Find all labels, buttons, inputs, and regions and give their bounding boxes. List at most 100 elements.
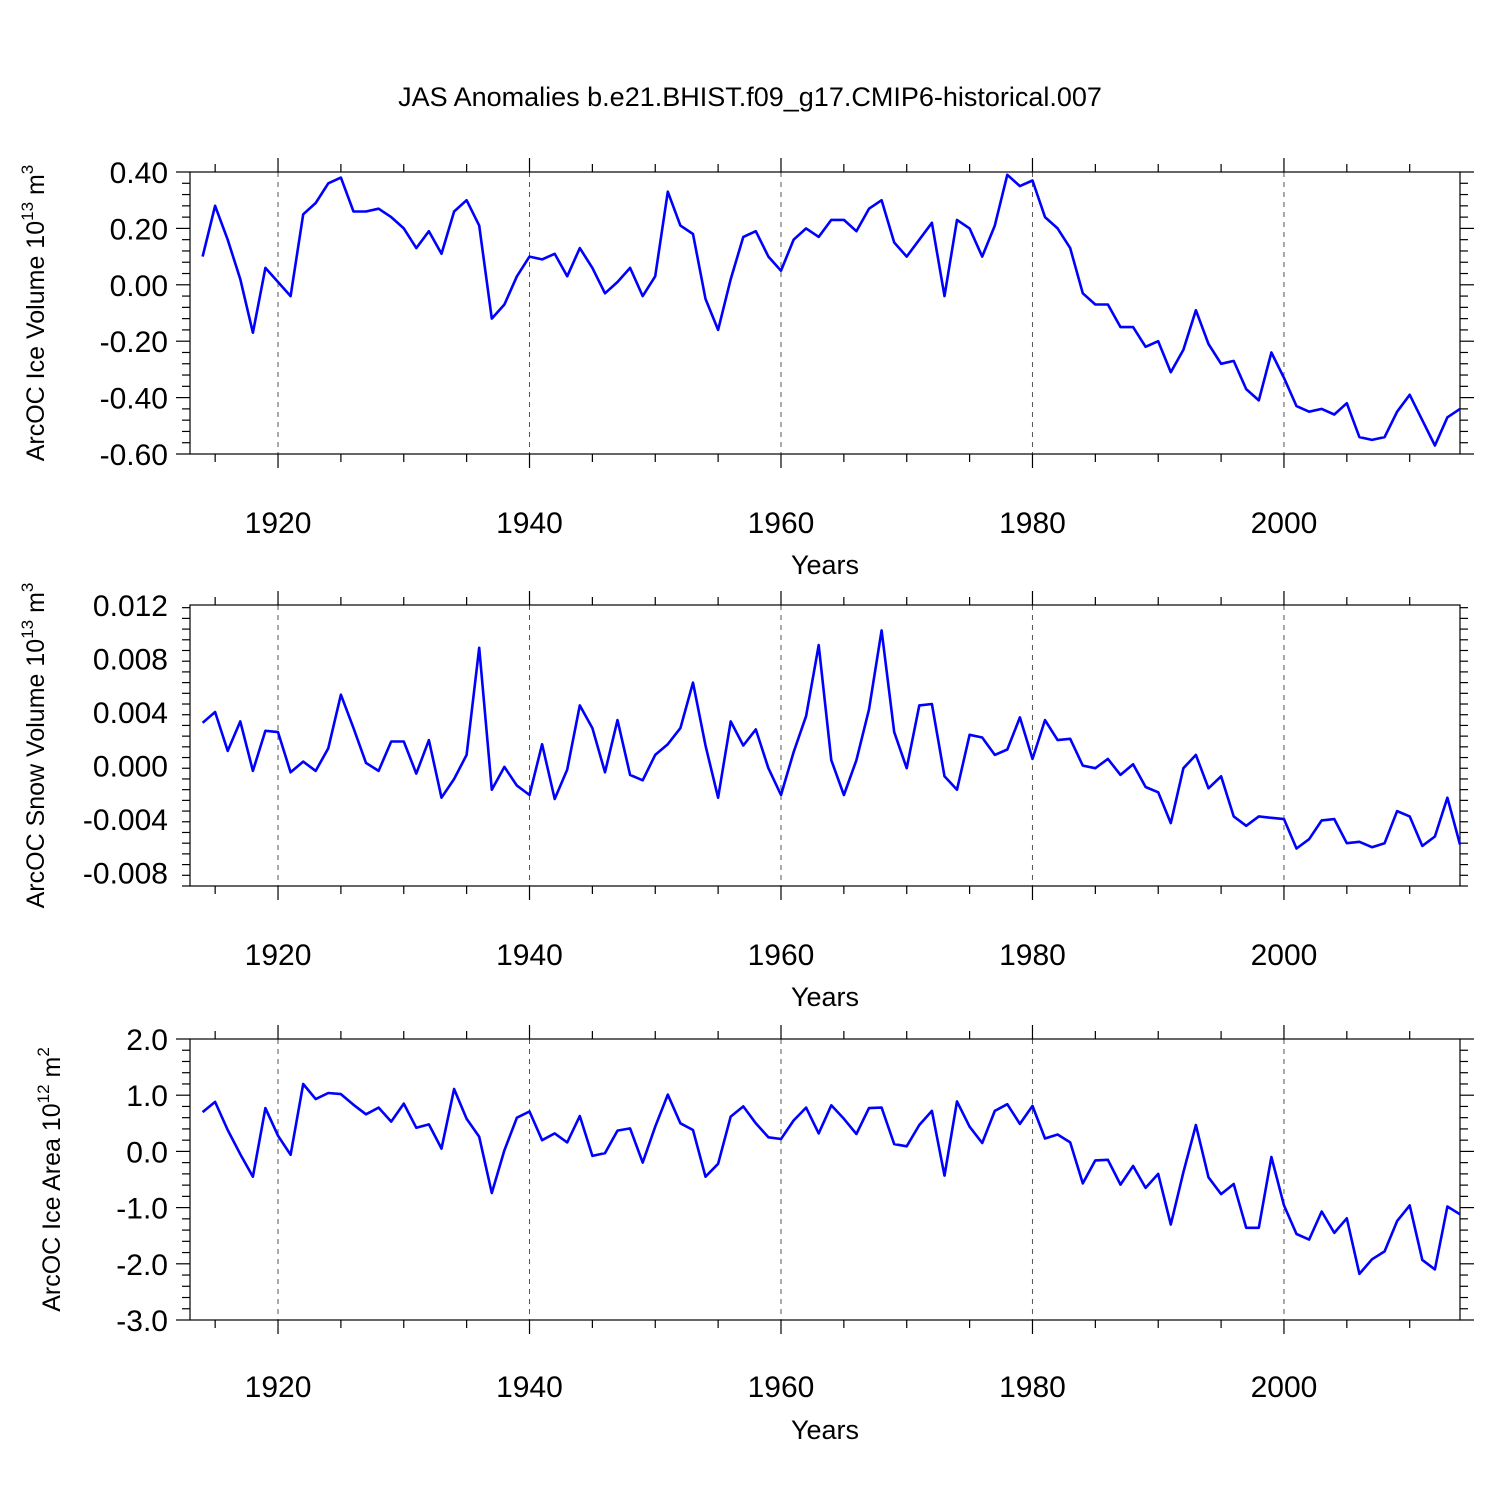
data-point (491, 317, 493, 319)
data-point (1409, 394, 1411, 396)
data-point (1006, 748, 1008, 750)
series-line (201, 1082, 1461, 1276)
data-point (1409, 1204, 1411, 1206)
data-point (491, 1192, 493, 1194)
data-point (566, 768, 568, 770)
data-point (780, 794, 782, 796)
x-tick-label: 1920 (245, 1371, 312, 1404)
data-point (1170, 371, 1172, 373)
data-point (755, 728, 757, 730)
data-point (591, 727, 593, 729)
chart-title: JAS Anomalies b.e21.BHIST.f09_g17.CMIP6-… (398, 82, 1102, 112)
data-point (1031, 758, 1033, 760)
data-point (264, 730, 266, 732)
data-point (1006, 174, 1008, 176)
data-point (968, 1125, 970, 1127)
data-point (1044, 216, 1046, 218)
data-point (1371, 846, 1373, 848)
data-point (868, 207, 870, 209)
data-point (1157, 791, 1159, 793)
data-point (528, 1110, 530, 1112)
data-point (478, 224, 480, 226)
data-point (528, 794, 530, 796)
data-point (1459, 1213, 1461, 1215)
data-point (893, 241, 895, 243)
data-point (289, 295, 291, 297)
data-point (315, 770, 317, 772)
data-point (981, 255, 983, 257)
data-point (428, 1123, 430, 1125)
data-point (1245, 825, 1247, 827)
data-point (641, 295, 643, 297)
data-point (1245, 388, 1247, 390)
data-point (629, 774, 631, 776)
data-point (717, 1163, 719, 1165)
data-point (1182, 1171, 1184, 1173)
data-point (327, 747, 329, 749)
data-point (818, 644, 820, 646)
data-point (692, 233, 694, 235)
data-point (516, 275, 518, 277)
data-point (289, 771, 291, 773)
data-point (1421, 1259, 1423, 1261)
data-point (792, 751, 794, 753)
data-point (805, 227, 807, 229)
data-point (843, 1118, 845, 1120)
data-point (604, 771, 606, 773)
y-tick-label: -0.60 (100, 439, 168, 472)
data-point (352, 727, 354, 729)
data-point (1409, 815, 1411, 817)
x-tick-label: 1920 (245, 939, 312, 972)
data-point (1132, 1165, 1134, 1167)
data-point (1031, 179, 1033, 181)
data-point (641, 1161, 643, 1163)
data-point (1258, 399, 1260, 401)
x-tick-label: 1960 (748, 507, 815, 540)
y-axis-label: ArcOC Snow Volume 1013 m3 (18, 583, 50, 909)
x-tick-label: 2000 (1251, 1371, 1318, 1404)
data-point (201, 1111, 203, 1113)
data-point (1459, 843, 1461, 845)
data-point (1195, 1124, 1197, 1126)
data-point (805, 1106, 807, 1108)
data-point (1069, 738, 1071, 740)
data-point (491, 788, 493, 790)
data-point (1232, 360, 1234, 362)
x-tick-label: 2000 (1251, 939, 1318, 972)
data-point (1396, 1220, 1398, 1222)
data-point (566, 275, 568, 277)
data-point (465, 1118, 467, 1120)
data-point (352, 1104, 354, 1106)
x-axis-label: Years (791, 982, 859, 1012)
data-point (327, 1092, 329, 1094)
data-point (1207, 343, 1209, 345)
data-point (943, 775, 945, 777)
data-point (403, 227, 405, 229)
data-point (1082, 764, 1084, 766)
data-point (340, 1093, 342, 1095)
chart-panel-2: -0.008 -0.004 0.000 0.004 0.008 0.012 1920 1940… (18, 583, 1468, 1012)
data-point (516, 784, 518, 786)
data-point (1094, 767, 1096, 769)
data-point (390, 1120, 392, 1122)
data-point (1446, 416, 1448, 418)
data-point (478, 647, 480, 649)
data-point (830, 759, 832, 761)
x-axis-label: Years (791, 550, 859, 580)
data-point (956, 1100, 958, 1102)
y-tick-label: 0.00 (110, 270, 168, 303)
data-point (1295, 405, 1297, 407)
x-tick-label: 1980 (999, 507, 1066, 540)
data-point (579, 247, 581, 249)
data-point (1094, 303, 1096, 305)
data-point (880, 629, 882, 631)
data-point (1295, 1233, 1297, 1235)
data-point (415, 772, 417, 774)
data-point (1170, 1223, 1172, 1225)
y-tick-label: 0.40 (110, 157, 168, 190)
y-axis-label: ArcOC Ice Area 1012 m2 (34, 1047, 66, 1312)
data-point (453, 778, 455, 780)
data-point (1446, 796, 1448, 798)
data-point (264, 1107, 266, 1109)
x-tick-label: 1980 (999, 939, 1066, 972)
